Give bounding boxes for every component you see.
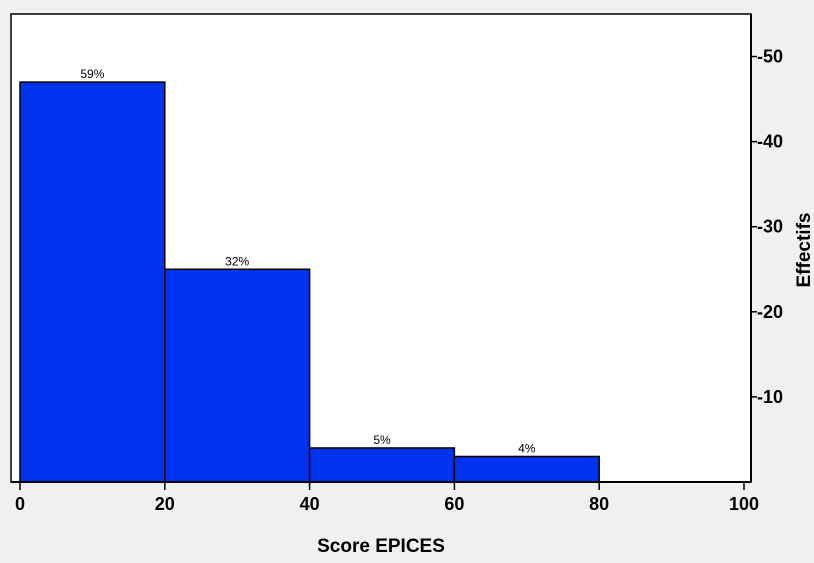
y-axis-title: Effectifs: [794, 213, 814, 288]
x-tick-label: 0: [15, 494, 25, 514]
bar-data-label: 4%: [518, 441, 536, 455]
histogram-bar: [19, 81, 166, 483]
histogram-bar: [453, 455, 600, 483]
x-tick-label: 80: [589, 494, 609, 514]
histogram-bar: [308, 447, 456, 483]
bar-data-label: 32%: [225, 254, 249, 268]
x-axis-ticks: 0 20 40 60 80 100: [15, 482, 759, 514]
bar-labels-group: 59% 32% 5% 4%: [80, 67, 535, 455]
x-tick-label: 60: [444, 494, 464, 514]
y-axis-ticks: -10 -20 -30 -40 -50: [751, 47, 783, 407]
y-tick-label: -30: [757, 217, 783, 237]
y-tick-label: -40: [757, 132, 783, 152]
bars-group: [19, 81, 600, 483]
bar-data-label: 5%: [373, 433, 391, 447]
y-tick-label: -10: [757, 387, 783, 407]
x-tick-label: 40: [300, 494, 320, 514]
histogram-bar: [164, 268, 311, 483]
x-axis-title: Score EPICES: [317, 536, 445, 557]
bar-data-label: 59%: [80, 67, 104, 81]
y-tick-label: -50: [757, 47, 783, 67]
x-tick-label: 100: [729, 494, 759, 514]
y-tick-label: -20: [757, 302, 783, 322]
x-tick-label: 20: [155, 494, 175, 514]
